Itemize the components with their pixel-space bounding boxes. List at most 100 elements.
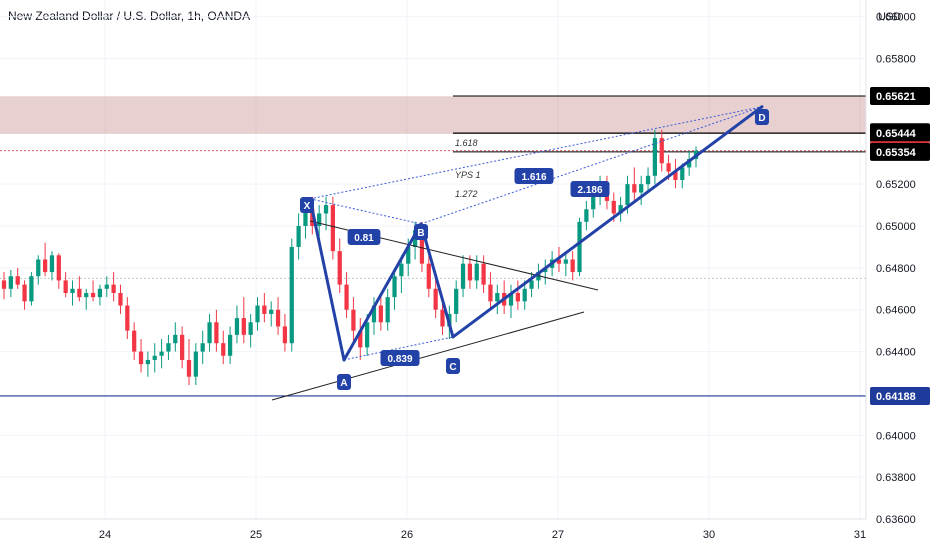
pattern-point-a: [337, 374, 351, 390]
candle-body: [570, 259, 575, 273]
candle-body: [508, 292, 514, 306]
fib-level-label: YPS 1: [455, 170, 481, 180]
candle-body: [625, 184, 630, 206]
candle-body: [310, 209, 315, 227]
y-tick-label: 0.64000: [876, 430, 916, 442]
candle-body: [262, 305, 267, 314]
candle-body: [275, 309, 281, 327]
resistance-zone: [0, 96, 866, 134]
candle-body: [173, 334, 178, 344]
candle-body: [419, 230, 425, 264]
candle-body: [63, 280, 68, 293]
candle-body: [221, 343, 226, 356]
candle-body: [200, 343, 205, 352]
y-tick-label: 0.65000: [876, 221, 916, 233]
candle-body: [563, 259, 568, 264]
candle-body: [385, 297, 390, 323]
pattern-point-x: [300, 197, 314, 213]
y-tick-label: 0.66000: [876, 12, 916, 24]
pattern-point-c: [446, 358, 460, 374]
candle-body: [440, 309, 445, 327]
candle-body: [49, 255, 55, 273]
candle-body: [639, 184, 644, 193]
y-tick-label: 0.64800: [876, 263, 916, 275]
candle-body: [378, 305, 383, 323]
candle-body: [591, 192, 596, 210]
candle-body: [193, 351, 198, 377]
x-tick-label: 26: [401, 529, 413, 541]
candle-body: [8, 276, 13, 289]
candle-body: [97, 288, 103, 298]
pattern-point-label: X: [304, 201, 311, 212]
candle-body: [467, 263, 473, 281]
candle-body: [36, 259, 41, 277]
candle-body: [673, 171, 678, 180]
candle-body: [454, 288, 459, 314]
candle-body: [214, 322, 219, 344]
candle-body: [317, 213, 322, 227]
pattern-point-label: B: [417, 228, 424, 239]
candle-body: [289, 246, 294, 344]
candle-body: [495, 292, 500, 302]
candle-body: [84, 292, 89, 298]
pattern-drawing-layer: X A B C D 0.81 0.839 1.616 2.186 1.618 YPS 1 1.272: [271, 105, 769, 401]
dotted-ac: [343, 336, 454, 361]
price-label: 0.65444: [876, 128, 917, 140]
candle-body: [344, 284, 349, 310]
chart-title: New Zealand Dollar / U.S. Dollar, 1h, OA…: [8, 9, 251, 23]
candle-body: [474, 263, 479, 281]
dotted-bd: [420, 106, 763, 225]
candle-body: [330, 205, 335, 252]
candle-body: [392, 276, 397, 298]
candle-body: [365, 322, 370, 348]
candle-body: [584, 209, 589, 222]
price-label: 0.65621: [876, 91, 916, 103]
candle-body: [145, 359, 151, 365]
dotted-xb: [309, 198, 422, 225]
pattern-point-label: C: [449, 362, 456, 373]
candle-body: [522, 288, 527, 302]
x-tick-label: 24: [99, 529, 111, 541]
ratio-badge: [514, 168, 554, 184]
candle-body: [111, 284, 116, 293]
candle-body: [269, 309, 274, 314]
candle-body: [323, 205, 329, 214]
y-tick-label: 0.63600: [876, 514, 916, 526]
candle-body: [358, 330, 363, 348]
leg-cd: [451, 105, 764, 339]
candle-body: [666, 163, 671, 172]
price-label-badge: [870, 386, 930, 405]
candle-body: [351, 309, 356, 331]
candle-body: [556, 259, 562, 264]
resistance-zone-layer: [0, 96, 866, 134]
candle-body: [42, 259, 48, 273]
ratio-badge: [380, 350, 420, 366]
candle-body: [104, 284, 109, 289]
candle-body: [652, 138, 658, 176]
price-label-badge: [870, 87, 930, 106]
candle-body: [618, 205, 623, 214]
candle-body: [90, 292, 96, 298]
x-tick-label: 31: [854, 529, 866, 541]
pattern-point-d: [755, 109, 769, 125]
candle-body: [515, 292, 520, 302]
candle-body: [29, 276, 34, 302]
candle-body: [180, 334, 185, 360]
ratio-label: 1.616: [521, 172, 546, 183]
candle-body: [70, 288, 75, 293]
dotted-xd: [309, 106, 763, 200]
price-label-badge: [870, 124, 930, 143]
leg-bc: [419, 222, 455, 339]
candle-body: [399, 263, 404, 277]
candle-body: [687, 159, 692, 168]
candle-body: [207, 322, 212, 344]
candle-body: [152, 355, 157, 360]
x-tick-label: 30: [703, 529, 715, 541]
candle-body: [632, 184, 637, 193]
candle-body: [406, 246, 411, 264]
pattern-point-label: D: [758, 113, 765, 124]
ratio-badge: [570, 181, 610, 197]
candle-body: [241, 318, 246, 335]
